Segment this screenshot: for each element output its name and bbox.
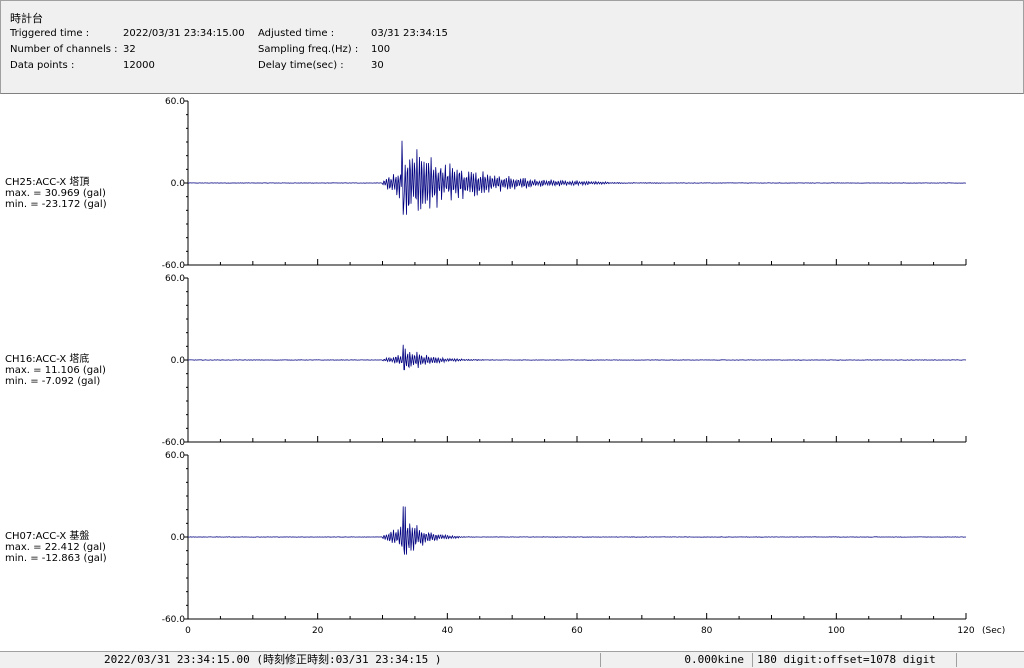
channel-max: max. = 11.106 (gal) bbox=[5, 365, 106, 376]
triggered-label: Triggered time : bbox=[10, 28, 90, 39]
y-tick-label: 60.0 bbox=[165, 97, 185, 107]
triggered-value: 2022/03/31 23:34:15.00 bbox=[123, 28, 245, 39]
x-tick-label: 100 bbox=[828, 626, 845, 636]
delay-value: 30 bbox=[371, 60, 384, 71]
header-panel: 時計台 Triggered time : 2022/03/31 23:34:15… bbox=[0, 0, 1024, 94]
x-tick-label: 80 bbox=[701, 626, 713, 636]
status-kine: 0.000kine bbox=[600, 653, 748, 667]
waveform-chart[interactable]: 60.00.0-60.060.00.0-60.060.00.0-60.00 20 4… bbox=[0, 94, 1024, 650]
y-tick-label: 0.0 bbox=[171, 179, 186, 189]
channel-label-2: CH16:ACC-X 塔底 max. = 11.106 (gal) min. =… bbox=[5, 354, 106, 387]
waveform-line-1 bbox=[187, 140, 967, 215]
channels-value: 32 bbox=[123, 44, 136, 55]
waveform-line-2 bbox=[187, 344, 967, 371]
channel-name: CH07:ACC-X 基盤 bbox=[5, 531, 90, 542]
channel-label-3: CH07:ACC-X 基盤 max. = 22.412 (gal) min. =… bbox=[5, 531, 107, 564]
channel-label-1: CH25:ACC-X 塔頂 max. = 30.969 (gal) min. =… bbox=[5, 177, 107, 210]
channel-min: min. = -12.863 (gal) bbox=[5, 553, 107, 564]
waveform-plot-area[interactable]: 60.0 0.0 -60.0 60.0 0.0 -60.0 60.0 0.0 -60.0 0 20 4… bbox=[0, 94, 1024, 650]
status-digit: 180 digit:offset=1078 digit bbox=[752, 653, 952, 667]
y-tick-label: 60.0 bbox=[165, 274, 185, 284]
channel-max: max. = 22.412 (gal) bbox=[5, 542, 106, 553]
station-title: 時計台 bbox=[10, 12, 43, 25]
y-tick-label: 60.0 bbox=[165, 451, 185, 461]
channels-label: Number of channels : bbox=[10, 44, 118, 55]
points-value: 12000 bbox=[123, 60, 155, 71]
sampling-label: Sampling freq.(Hz) : bbox=[258, 44, 359, 55]
sampling-value: 100 bbox=[371, 44, 391, 55]
channel-min: min. = -7.092 (gal) bbox=[5, 376, 101, 387]
channel-name: CH16:ACC-X 塔底 bbox=[5, 354, 90, 365]
x-tick-label: 40 bbox=[442, 626, 454, 636]
channel-max: max. = 30.969 (gal) bbox=[5, 188, 106, 199]
y-tick-label: -60.0 bbox=[162, 615, 186, 625]
x-tick-label: 0 bbox=[185, 626, 191, 636]
channel-name: CH25:ACC-X 塔頂 bbox=[5, 177, 90, 188]
delay-label: Delay time(sec) : bbox=[258, 60, 344, 71]
channel-min: min. = -23.172 (gal) bbox=[5, 199, 107, 210]
x-tick-label: 60 bbox=[571, 626, 583, 636]
waveform-line-3 bbox=[187, 506, 967, 555]
adjusted-value: 03/31 23:34:15 bbox=[371, 28, 448, 39]
status-time: 2022/03/31 23:34:15.00 (時刻修正時刻:03/31 23:… bbox=[104, 653, 442, 666]
status-bar: 2022/03/31 23:34:15.00 (時刻修正時刻:03/31 23:… bbox=[0, 651, 1024, 668]
y-tick-label: 0.0 bbox=[171, 533, 186, 543]
y-tick-label: 0.0 bbox=[171, 356, 186, 366]
adjusted-label: Adjusted time : bbox=[258, 28, 335, 39]
y-tick-label: -60.0 bbox=[162, 261, 186, 271]
y-tick-label: -60.0 bbox=[162, 438, 186, 448]
points-label: Data points : bbox=[10, 60, 75, 71]
x-tick-label: 120 bbox=[957, 626, 974, 636]
x-unit-label: (Sec) bbox=[982, 626, 1005, 636]
x-tick-label: 20 bbox=[312, 626, 324, 636]
status-empty bbox=[956, 653, 1024, 667]
